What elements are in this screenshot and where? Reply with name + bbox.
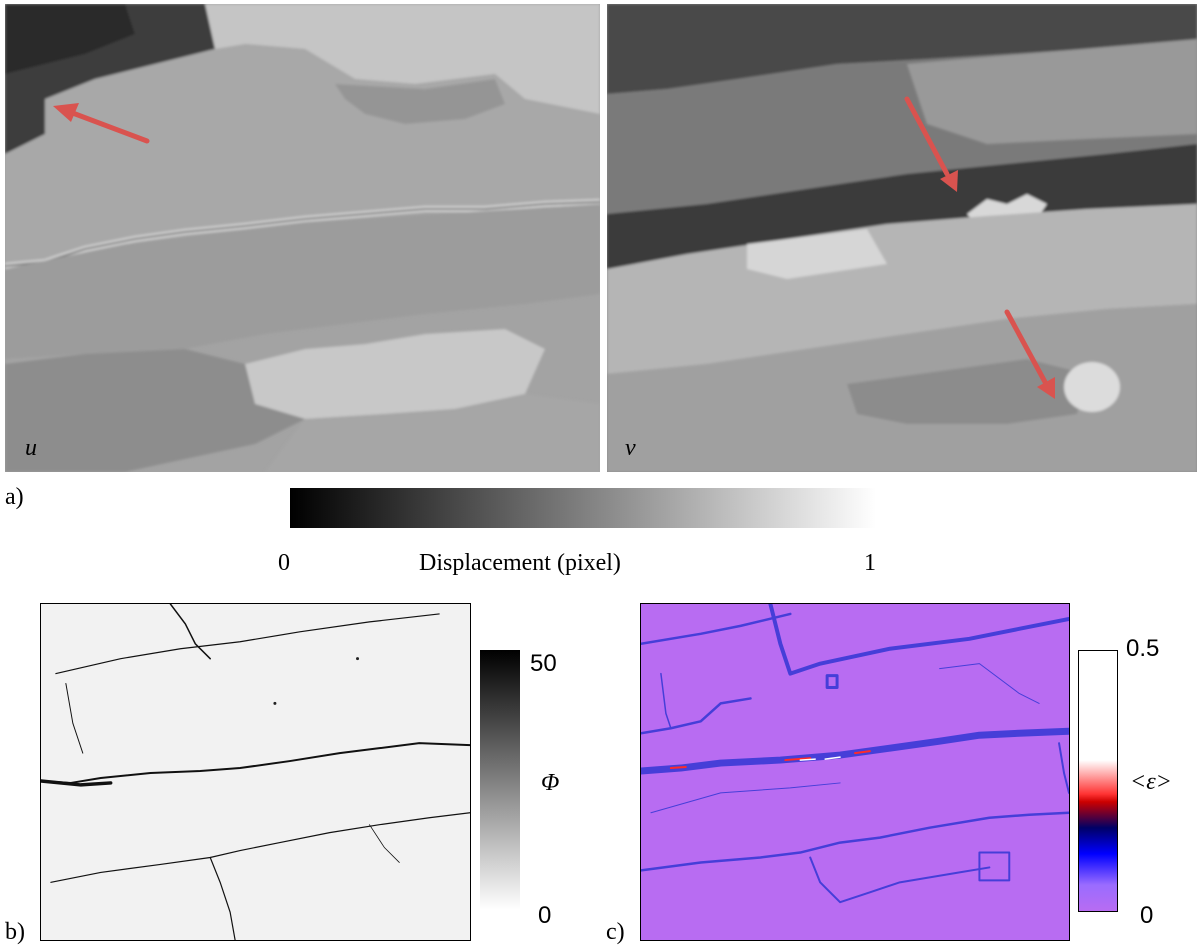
u-field-label: u: [25, 435, 37, 461]
v-field-label: v: [625, 435, 636, 461]
phi-colorbar: [480, 650, 520, 910]
displacement-colorbar-title: Displacement (pixel): [419, 550, 621, 576]
arrow-icon: [904, 96, 958, 192]
strain-colorbar: [1078, 650, 1118, 912]
panel-b-label: b): [5, 919, 25, 945]
residual-map: [40, 603, 471, 941]
strain-map: [640, 603, 1070, 941]
arrow-icon: [1004, 309, 1055, 399]
v-displacement-map: v: [607, 4, 1197, 472]
displacement-max-label: 1: [864, 550, 876, 576]
arrow-icon: [53, 103, 150, 144]
phi-symbol: Φ: [541, 770, 560, 796]
displacement-min-label: 0: [278, 550, 290, 576]
phi-min-label: 0: [538, 902, 552, 929]
panel-c-label: c): [606, 919, 625, 945]
strain-min-label: 0: [1140, 902, 1154, 929]
displacement-colorbar: [290, 488, 876, 528]
panel-a-label: a): [5, 484, 24, 510]
u-displacement-map: u: [5, 4, 600, 472]
phi-max-label: 50: [530, 650, 557, 677]
strain-mean-label: <ε>: [1130, 769, 1172, 795]
strain-max-label: 0.5: [1126, 635, 1160, 662]
